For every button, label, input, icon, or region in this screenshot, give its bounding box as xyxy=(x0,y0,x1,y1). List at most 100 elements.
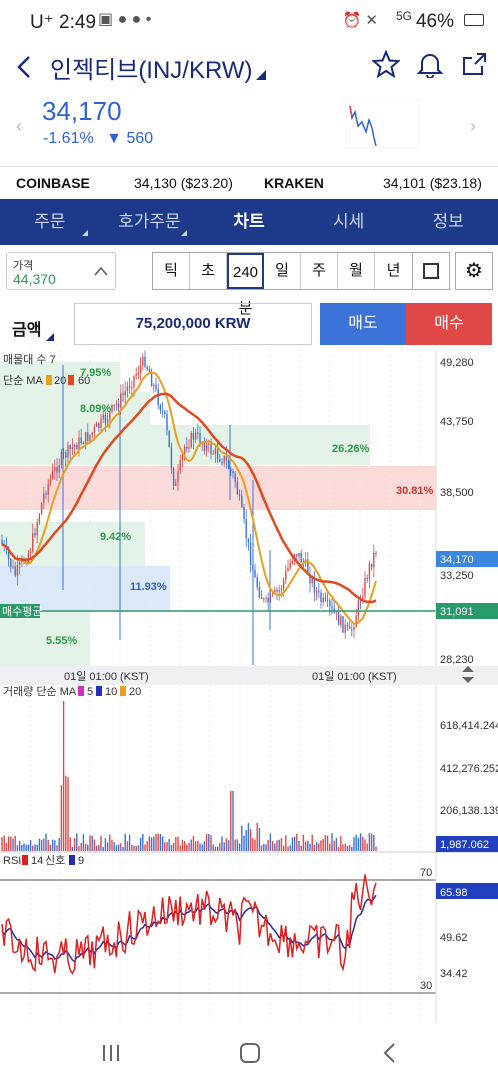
tab-chart[interactable]: 차트 xyxy=(233,212,265,231)
candle-body xyxy=(51,471,54,479)
coin-title[interactable]: 인젝티브(INJ/KRW) xyxy=(50,57,253,84)
candle-body xyxy=(139,365,142,374)
period-second[interactable]: 초 xyxy=(190,253,227,289)
back-nav-icon[interactable] xyxy=(380,1041,400,1065)
candle-body xyxy=(364,577,366,597)
period-month[interactable]: 월 xyxy=(338,253,375,289)
candle-body xyxy=(247,538,250,543)
amount-label: 금액 xyxy=(12,322,42,339)
volume-bar xyxy=(62,701,65,851)
candle-body xyxy=(298,552,300,557)
volume-bar xyxy=(104,838,107,851)
volume-bar xyxy=(159,833,162,851)
candle-body xyxy=(282,579,285,589)
candle-body xyxy=(62,451,65,453)
tab-market[interactable]: 시세 xyxy=(332,212,365,231)
favorite-star-icon[interactable] xyxy=(372,50,400,78)
candle-body xyxy=(205,444,208,451)
candle-body xyxy=(95,423,98,427)
period-week[interactable]: 주 xyxy=(301,253,338,289)
recent-apps-icon[interactable] xyxy=(100,1042,122,1064)
candle-body xyxy=(168,430,170,448)
volume-bar xyxy=(124,833,126,851)
volume-bar xyxy=(304,841,307,851)
volume-bar xyxy=(188,842,190,851)
volume-bar xyxy=(1,837,3,851)
candle-body xyxy=(243,507,245,520)
volume-bar xyxy=(54,840,56,851)
buy-button[interactable]: 매수 xyxy=(406,303,492,345)
y-tick: 28,230 xyxy=(440,654,474,666)
candle-body xyxy=(164,411,166,414)
candle-body xyxy=(18,562,21,565)
volume-bar xyxy=(122,846,124,851)
candle-body xyxy=(84,432,87,445)
candle-body xyxy=(150,373,153,387)
rsi-chart[interactable]: RSI 14 신호 9 70 49.62 34.42 30 65.98 xyxy=(0,853,498,1023)
candle-body xyxy=(271,592,274,594)
volume-bar xyxy=(362,836,364,851)
fullscreen-button[interactable] xyxy=(412,252,450,290)
candle-body xyxy=(175,482,177,486)
candle-body xyxy=(157,389,159,406)
sell-button[interactable]: 매도 xyxy=(320,303,406,345)
volume-bar xyxy=(25,844,27,851)
candle-body xyxy=(117,403,120,408)
volume-bar xyxy=(197,841,199,851)
candle-body xyxy=(346,624,349,627)
volume-bar xyxy=(45,833,47,851)
price-chart[interactable]: 매물대 수 7 단순 MA 20 60 7.95% 8.09% 26.26% 3… xyxy=(0,350,498,685)
candle-body xyxy=(285,571,287,580)
volume-bar xyxy=(329,843,331,851)
volume-bar xyxy=(271,841,274,851)
prev-coin-arrow-icon[interactable]: ‹ xyxy=(16,116,22,136)
candle-body xyxy=(135,373,137,376)
candle-body xyxy=(373,552,375,568)
period-year[interactable]: 년 xyxy=(386,262,401,279)
candle-body xyxy=(210,443,212,455)
volume-bar xyxy=(5,842,8,851)
volume-current-tag-text: 1,987.062 xyxy=(440,839,489,851)
candle-body xyxy=(375,552,377,554)
tab-order[interactable]: 주문 xyxy=(0,199,100,245)
rsi-current-tag-text: 65.98 xyxy=(440,887,468,899)
amount-input[interactable]: 75,200,000 KRW xyxy=(74,303,312,345)
period-tick[interactable]: 틱 xyxy=(153,253,190,289)
x-tick: 01일 01:00 (KST) xyxy=(312,669,397,683)
volume-bar xyxy=(139,838,142,851)
period-day[interactable]: 일 xyxy=(264,253,301,289)
candle-body xyxy=(359,600,362,602)
vol-ma10-swatch xyxy=(96,686,102,696)
price-selector[interactable]: 가격 44,370 xyxy=(6,252,116,290)
volume-bar xyxy=(40,839,43,851)
candle-body xyxy=(144,357,146,367)
period-240min[interactable]: 240분 xyxy=(227,253,264,317)
volume-bar xyxy=(241,825,243,851)
volume-bar xyxy=(357,837,360,851)
candle-body xyxy=(212,453,214,455)
vol-ma5-legend: 5 xyxy=(87,686,93,698)
volume-bar xyxy=(170,844,173,851)
title-dropdown-icon[interactable] xyxy=(256,70,266,80)
volume-chart[interactable]: 거래량 단순 MA 5 10 20 618,414.244 412,276.25… xyxy=(0,685,498,853)
candle-body xyxy=(54,467,56,472)
settings-gear-icon[interactable]: ⚙ xyxy=(455,252,493,290)
next-coin-arrow-icon[interactable]: › xyxy=(470,116,476,136)
back-arrow-icon[interactable] xyxy=(14,54,34,80)
volume-bar xyxy=(51,839,54,851)
volume-bar xyxy=(282,845,285,851)
candle-body xyxy=(340,615,342,625)
candle-body xyxy=(311,578,313,584)
main-tabs: 주문 호가주문 차트 시세 정보 xyxy=(0,199,498,245)
home-icon[interactable] xyxy=(238,1041,262,1065)
status-bar: U⁺ 2:49 ▣ ● ● • ⏰ ✕ 5G 46% xyxy=(0,0,498,44)
candle-body xyxy=(111,404,113,412)
amount-dropdown-icon[interactable] xyxy=(46,333,54,341)
notification-icons: ▣ ● ● • xyxy=(98,11,152,28)
tab-info[interactable]: 정보 xyxy=(432,212,464,231)
bell-icon[interactable] xyxy=(416,50,444,78)
resize-handle-icon[interactable] xyxy=(462,666,474,683)
tab-quote-order[interactable]: 호가주문 xyxy=(100,199,200,245)
y-tick: 206,138.139 xyxy=(440,805,498,817)
share-icon[interactable] xyxy=(460,50,488,78)
